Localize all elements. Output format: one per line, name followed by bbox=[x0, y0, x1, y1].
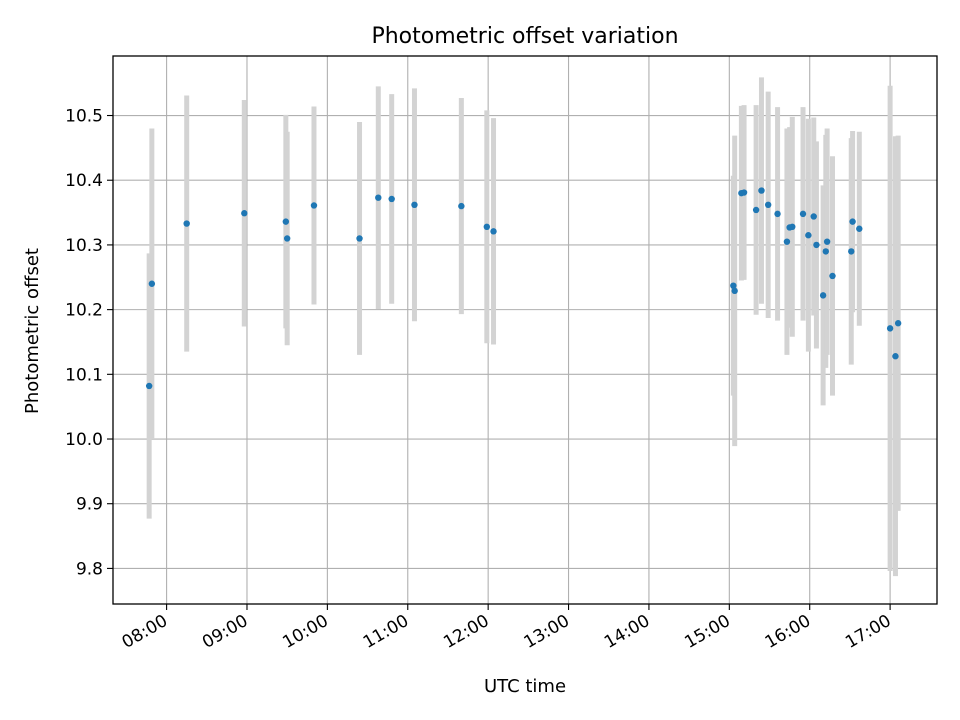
data-point bbox=[375, 194, 382, 201]
data-point bbox=[310, 202, 318, 209]
data-point bbox=[241, 210, 248, 217]
data-point bbox=[282, 218, 290, 225]
data-point bbox=[758, 187, 765, 194]
data-point bbox=[813, 241, 820, 249]
data-point bbox=[829, 272, 836, 280]
data-point bbox=[805, 232, 812, 239]
data-point bbox=[356, 235, 363, 242]
data-point bbox=[783, 238, 791, 245]
data-point bbox=[823, 238, 831, 245]
data-point bbox=[789, 223, 796, 231]
data-point bbox=[752, 206, 760, 214]
data-point bbox=[894, 320, 902, 327]
data-point bbox=[183, 220, 190, 227]
data-point bbox=[458, 202, 465, 210]
y-tick-label: 10.5 bbox=[65, 107, 103, 127]
data-point bbox=[819, 292, 827, 299]
data-point bbox=[856, 225, 863, 232]
y-tick-label: 9.8 bbox=[76, 559, 103, 579]
data-points bbox=[145, 187, 902, 390]
data-point bbox=[145, 382, 153, 390]
y-tick-label: 10.4 bbox=[65, 171, 103, 191]
data-point bbox=[849, 218, 856, 225]
data-point bbox=[283, 235, 291, 242]
data-point bbox=[490, 228, 497, 235]
data-point bbox=[388, 195, 395, 203]
data-point bbox=[483, 223, 491, 231]
y-axis-ticks: 9.8 9.9 10.0 10.1 10.2 10.3 10.4 10.5 bbox=[65, 107, 113, 579]
data-point bbox=[810, 213, 817, 220]
chart-title: Photometric offset variation bbox=[371, 24, 678, 49]
data-point bbox=[730, 282, 737, 289]
data-point bbox=[740, 189, 748, 196]
y-tick-label: 10.2 bbox=[65, 301, 103, 321]
data-point bbox=[886, 325, 894, 332]
data-point bbox=[822, 248, 829, 255]
y-tick-label: 10.1 bbox=[65, 365, 103, 385]
data-point bbox=[731, 287, 738, 295]
y-tick-label: 10.0 bbox=[65, 430, 103, 450]
plot-frame bbox=[112, 55, 938, 605]
y-axis-label: Photometric offset bbox=[22, 248, 43, 414]
data-point bbox=[148, 280, 156, 287]
data-point bbox=[774, 210, 781, 218]
data-point bbox=[848, 248, 855, 255]
data-point bbox=[799, 210, 807, 218]
x-axis-label: UTC time bbox=[484, 676, 566, 697]
data-point bbox=[892, 353, 899, 360]
data-point bbox=[764, 201, 772, 209]
data-point bbox=[411, 201, 418, 209]
y-tick-label: 10.3 bbox=[65, 236, 103, 256]
y-tick-label: 9.9 bbox=[76, 495, 103, 515]
